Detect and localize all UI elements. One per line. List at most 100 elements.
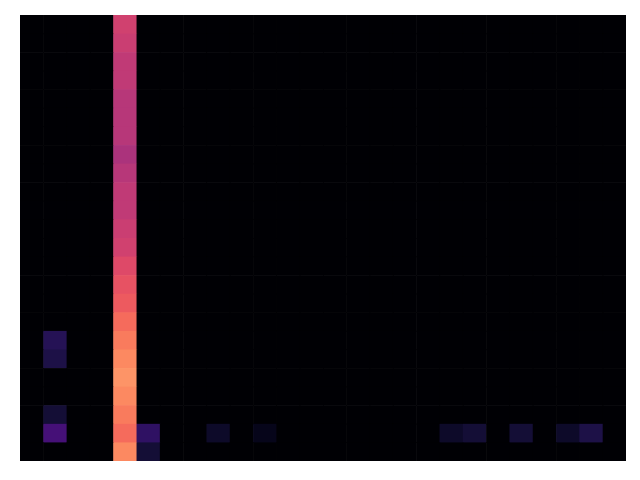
heatmap-cell: [393, 182, 417, 201]
heatmap-cell: [486, 108, 510, 127]
heatmap-cell: [440, 201, 464, 220]
heatmap-cell: [346, 145, 370, 164]
heatmap-cell: [206, 257, 230, 276]
heatmap-cell: [43, 15, 67, 34]
heatmap-cell: [556, 387, 580, 406]
heatmap-cell: [183, 350, 207, 369]
heatmap-cell: [276, 312, 300, 331]
heatmap-cell: [556, 331, 580, 350]
heatmap-cell: [253, 164, 277, 183]
heatmap-cell: [486, 219, 510, 238]
heatmap-cell: [556, 89, 580, 108]
heatmap-cell: [113, 127, 137, 146]
heatmap-cell: [206, 52, 230, 71]
heatmap-cell: [230, 424, 254, 443]
heatmap-cell: [20, 52, 44, 71]
heatmap-cell: [509, 108, 533, 127]
heatmap-cell: [67, 145, 91, 164]
heatmap-cell: [20, 257, 44, 276]
heatmap-cell: [206, 34, 230, 53]
heatmap-cell: [346, 201, 370, 220]
heatmap-cell: [300, 52, 324, 71]
heatmap-cell: [20, 15, 44, 34]
heatmap-cell: [137, 145, 161, 164]
heatmap-cell: [300, 89, 324, 108]
heatmap-cell: [137, 164, 161, 183]
heatmap-cell: [346, 15, 370, 34]
heatmap-cell: [393, 71, 417, 90]
heatmap-cell: [486, 182, 510, 201]
heatmap-cell: [509, 164, 533, 183]
heatmap-cell: [346, 442, 370, 461]
heatmap-cell: [137, 405, 161, 424]
heatmap-cell: [370, 442, 394, 461]
heatmap-cell: [137, 257, 161, 276]
heatmap-cell: [533, 238, 557, 257]
heatmap-cell: [603, 201, 626, 220]
heatmap-cell: [276, 219, 300, 238]
heatmap-cell: [440, 350, 464, 369]
heatmap-cell: [43, 368, 67, 387]
heatmap-cell: [253, 275, 277, 294]
heatmap-cell: [137, 71, 161, 90]
heatmap-cell: [113, 238, 137, 257]
heatmap-cell: [206, 350, 230, 369]
heatmap-cell: [183, 15, 207, 34]
heatmap-cell: [20, 312, 44, 331]
heatmap-cell: [509, 331, 533, 350]
heatmap-cell: [463, 182, 487, 201]
heatmap-cell: [43, 294, 67, 313]
heatmap-cell: [90, 34, 114, 53]
heatmap-cell: [370, 15, 394, 34]
heatmap-cell: [416, 52, 440, 71]
heatmap-cell: [137, 127, 161, 146]
heatmap-cell: [323, 127, 347, 146]
heatmap-cell: [137, 368, 161, 387]
heatmap-cell: [276, 34, 300, 53]
heatmap-cell: [183, 331, 207, 350]
heatmap-cell: [113, 275, 137, 294]
heatmap-cell: [113, 108, 137, 127]
heatmap-cell: [486, 405, 510, 424]
heatmap-cell: [416, 424, 440, 443]
heatmap-cell: [113, 52, 137, 71]
heatmap-cell: [67, 108, 91, 127]
heatmap-cell: [300, 108, 324, 127]
heatmap-cell: [113, 405, 137, 424]
heatmap-cell: [323, 257, 347, 276]
heatmap-cell: [323, 15, 347, 34]
heatmap-cell: [137, 424, 161, 443]
heatmap-cell: [230, 71, 254, 90]
heatmap-cell: [160, 145, 184, 164]
heatmap-cell: [67, 219, 91, 238]
heatmap-cell: [393, 275, 417, 294]
heatmap-cell: [160, 368, 184, 387]
heatmap-cell: [183, 442, 207, 461]
heatmap-cell: [90, 71, 114, 90]
heatmap-cell: [323, 182, 347, 201]
heatmap-cell: [43, 127, 67, 146]
heatmap-cell: [509, 368, 533, 387]
heatmap-cell: [463, 442, 487, 461]
heatmap-cell: [463, 368, 487, 387]
heatmap-cell: [90, 238, 114, 257]
heatmap-cell: [579, 52, 603, 71]
heatmap-cell: [43, 442, 67, 461]
heatmap-cell: [370, 127, 394, 146]
heatmap-cell: [393, 164, 417, 183]
heatmap-cell: [323, 312, 347, 331]
heatmap-cell: [509, 219, 533, 238]
heatmap-cell: [67, 442, 91, 461]
heatmap-cell: [183, 387, 207, 406]
heatmap-cell: [323, 275, 347, 294]
heatmap-cell: [579, 164, 603, 183]
heatmap-cell: [440, 442, 464, 461]
heatmap-cell: [90, 164, 114, 183]
heatmap-cell: [230, 219, 254, 238]
heatmap-cell: [230, 387, 254, 406]
heatmap-cell: [346, 312, 370, 331]
heatmap-cell: [509, 387, 533, 406]
heatmap-cell: [300, 294, 324, 313]
heatmap-cell: [579, 219, 603, 238]
heatmap-cell: [113, 89, 137, 108]
